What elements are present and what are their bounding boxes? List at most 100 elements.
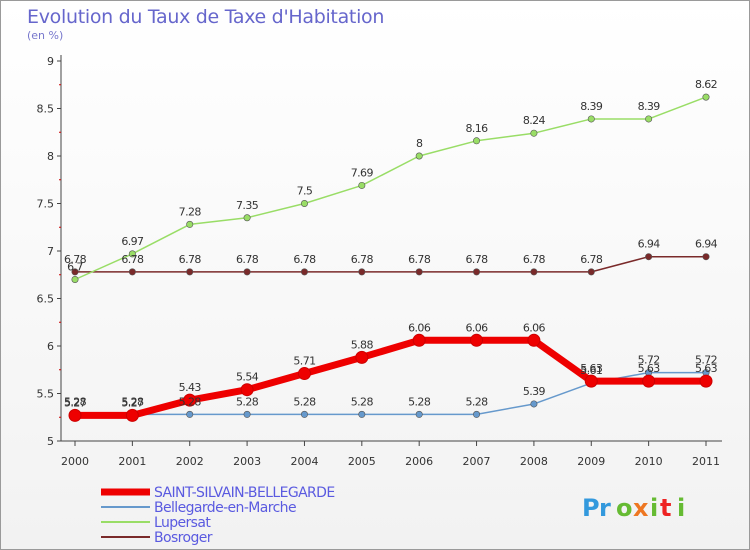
data-point — [128, 250, 136, 258]
data-point — [412, 333, 426, 347]
data-point — [125, 408, 139, 422]
data-point — [587, 268, 595, 276]
data-label: 5.63 — [580, 362, 603, 375]
data-label: 5.28 — [179, 395, 202, 408]
logo-letter: x — [633, 494, 649, 522]
data-point — [470, 333, 484, 347]
data-label: 5.28 — [121, 395, 144, 408]
y-tick-label: 5 — [47, 435, 54, 448]
data-label: 5.61 — [580, 364, 602, 377]
y-tick-label: 7.5 — [37, 198, 55, 211]
data-label: 6.78 — [580, 253, 603, 266]
logo-letter: i — [650, 494, 658, 522]
data-point — [699, 374, 713, 388]
y-tick-label: 8.5 — [37, 103, 55, 116]
data-point — [702, 253, 710, 261]
y-tick-label: 7 — [47, 245, 54, 258]
data-label: 6.7 — [67, 261, 83, 274]
data-label: 6.94 — [638, 238, 661, 251]
data-label: 8.39 — [580, 100, 603, 113]
data-label: 6.78 — [236, 253, 259, 266]
data-label: 5.63 — [695, 362, 718, 375]
x-tick-label: 2008 — [520, 455, 548, 468]
legend: SAINT-SILVAIN-BELLEGARDEBellegarde-en-Ma… — [101, 485, 335, 546]
data-point — [71, 275, 79, 283]
data-label: 6.78 — [121, 253, 144, 266]
data-label: 5.63 — [638, 362, 661, 375]
data-point — [358, 410, 366, 418]
data-label: 5.72 — [638, 354, 660, 367]
data-label: 6.78 — [293, 253, 316, 266]
logo-letter: t — [660, 494, 671, 522]
data-point — [527, 333, 541, 347]
data-label: 7.28 — [179, 205, 202, 218]
data-point — [128, 268, 136, 276]
data-label: 6.06 — [465, 321, 488, 334]
data-label: 6.06 — [523, 321, 546, 334]
x-tick-label: 2006 — [405, 455, 433, 468]
data-label: 5.28 — [293, 395, 316, 408]
data-point — [355, 350, 369, 364]
x-tick-label: 2005 — [348, 455, 376, 468]
data-point — [300, 410, 308, 418]
data-point — [183, 393, 197, 407]
series-lines — [68, 93, 713, 422]
data-point — [415, 268, 423, 276]
series-line-2 — [74, 96, 707, 281]
data-point — [473, 410, 481, 418]
data-point — [300, 200, 308, 208]
chart-unit: (en %) — [27, 29, 64, 42]
logo-letter: i — [677, 494, 685, 522]
x-tick-label: 2003 — [233, 455, 261, 468]
x-tick-label: 2004 — [290, 455, 318, 468]
data-point — [243, 268, 251, 276]
data-label: 5.28 — [236, 395, 259, 408]
data-label: 8.16 — [465, 122, 488, 135]
logo-letter: P — [582, 494, 600, 522]
data-label: 6.78 — [64, 253, 87, 266]
data-label: 7.69 — [351, 166, 374, 179]
data-label: 5.54 — [236, 371, 259, 384]
data-point — [473, 268, 481, 276]
data-label: 6.78 — [351, 253, 374, 266]
x-tick-label: 2001 — [118, 455, 146, 468]
data-label: 7.5 — [297, 185, 313, 198]
data-label: 6.97 — [121, 235, 144, 248]
data-point — [530, 400, 538, 408]
data-label: 6.94 — [695, 238, 718, 251]
data-label: 7.35 — [236, 199, 259, 212]
data-label: 8.24 — [523, 114, 546, 127]
data-point — [415, 410, 423, 418]
legend-label: SAINT-SILVAIN-BELLEGARDE — [154, 485, 335, 501]
y-tick-label: 6 — [47, 340, 54, 353]
x-tick-label: 2007 — [463, 455, 491, 468]
data-label: 8.39 — [638, 100, 661, 113]
data-point — [68, 408, 82, 422]
y-tick-label: 5.5 — [37, 388, 55, 401]
logo-letter: r — [599, 494, 611, 522]
data-label: 5.88 — [351, 338, 374, 351]
data-point — [702, 93, 710, 101]
data-point — [358, 181, 366, 189]
data-point — [71, 268, 79, 276]
y-tick-label: 8 — [47, 150, 54, 163]
data-point — [587, 115, 595, 123]
data-point — [186, 410, 194, 418]
data-label: 6.78 — [408, 253, 431, 266]
chart-title: Evolution du Taux de Taxe d'Habitation — [27, 6, 385, 28]
data-label: 8 — [416, 137, 423, 150]
data-point — [243, 410, 251, 418]
data-point — [240, 383, 254, 397]
data-label: 5.28 — [408, 395, 431, 408]
data-label: 8.62 — [695, 78, 717, 91]
data-point — [645, 115, 653, 123]
logo-letter: o — [616, 494, 633, 522]
series-line-0 — [71, 336, 710, 419]
data-point — [645, 253, 653, 261]
legend-label: Bosroger — [154, 530, 213, 546]
series-line-3 — [74, 255, 707, 273]
data-label: 6.78 — [523, 253, 546, 266]
